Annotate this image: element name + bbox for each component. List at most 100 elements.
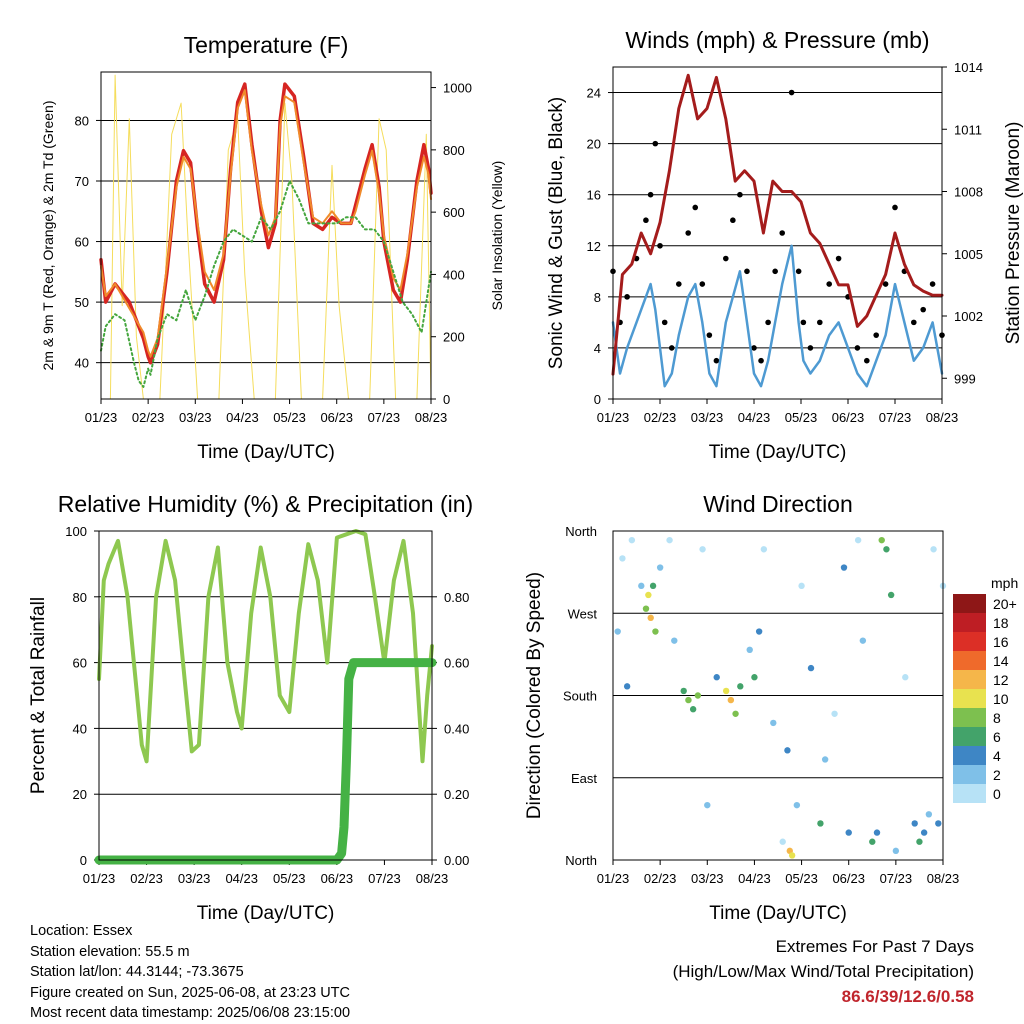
winds-x-tick-label: 06/23 [832, 410, 865, 425]
winds-gust-point [668, 345, 675, 351]
direction-direction-point [680, 687, 687, 695]
direction-direction-point [887, 591, 895, 599]
legend-swatch [953, 670, 986, 689]
temperature-y-tick-label: 80 [75, 113, 89, 128]
humidity-y2-tick-label: 0.00 [444, 853, 469, 868]
winds-y-tick-label: 4 [594, 341, 601, 356]
direction-direction-point [920, 829, 928, 836]
info-recent: Most recent data timestamp: 2025/06/08 2… [30, 1005, 351, 1021]
direction-direction-point [642, 605, 650, 612]
winds-gust-point [699, 281, 706, 287]
humidity-y-tick-label: 40 [73, 721, 87, 736]
temperature-x-tick-label: 05/23 [273, 410, 306, 425]
extremes-values: 86.6/39/12.6/0.58 [841, 987, 974, 1006]
info-latlon: Station lat/lon: 44.3144; -73.3675 [30, 964, 244, 980]
direction-direction-point [755, 628, 763, 635]
humidity-x-tick-label: 06/23 [321, 871, 354, 886]
humidity-y-tick-label: 60 [73, 656, 87, 671]
direction-y-tick-label: South [563, 689, 597, 704]
direction-direction-point [732, 710, 739, 717]
direction-y-tick-label: North [565, 524, 597, 539]
winds-gust-point [873, 332, 879, 338]
temperature-y2-tick-label: 400 [443, 267, 465, 282]
direction-direction-point [798, 582, 805, 590]
winds-y2-tick-label: 1005 [954, 247, 983, 262]
direction-direction-point [817, 820, 824, 827]
winds-y-tick-label: 24 [587, 86, 601, 101]
direction-direction-point [845, 829, 852, 836]
winds-gust-point [676, 281, 682, 287]
humidity-y2-tick-label: 0.20 [444, 787, 469, 802]
temperature-y2-tick-label: 0 [443, 392, 450, 407]
humidity-y2-tick-label: 0.40 [444, 721, 469, 736]
direction-direction-point [722, 687, 730, 695]
winds-gust-point [744, 268, 750, 275]
winds-gust-point [737, 191, 743, 198]
temperature-x-tick-label: 03/23 [179, 410, 212, 425]
direction-direction-point [902, 674, 909, 681]
legend-swatch [953, 594, 986, 613]
temperature-title: Temperature (F) [184, 32, 349, 58]
winds-x-tick-label: 01/23 [597, 410, 630, 425]
winds-x-tick-label: 05/23 [785, 410, 818, 425]
winds-y2-tick-label: 1011 [954, 122, 982, 137]
temperature-xlabel: Time (Day/UTC) [197, 442, 335, 463]
winds-x-tick-label: 08/23 [926, 410, 959, 425]
direction-direction-point [649, 582, 657, 590]
direction-direction-point [751, 674, 758, 681]
winds-gust-point [892, 204, 898, 211]
direction-direction-point [892, 847, 900, 855]
humidity-x-tick-label: 05/23 [273, 871, 306, 886]
legend-label: 16 [993, 634, 1009, 650]
direction-y-tick-label: North [565, 853, 597, 868]
direction-direction-point [784, 747, 791, 754]
winds-gust-point [751, 345, 757, 351]
winds-gust-point [772, 268, 778, 275]
direction-direction-point [930, 546, 937, 553]
winds-title: Winds (mph) & Pressure (mb) [625, 27, 929, 53]
winds-xlabel: Time (Day/UTC) [709, 442, 847, 463]
humidity-x-tick-label: 01/23 [83, 871, 116, 886]
direction-direction-point [666, 536, 673, 544]
winds-x-tick-label: 07/23 [879, 410, 912, 425]
info-created: Figure created on Sun, 2025-06-08, at 23… [30, 984, 350, 1001]
winds-gust-point [826, 281, 832, 287]
legend-label: 2 [993, 767, 1001, 783]
legend-swatch [953, 613, 986, 632]
temperature-y-tick-label: 40 [75, 356, 89, 371]
direction-direction-point [807, 664, 815, 672]
winds-frame [612, 66, 943, 400]
winds-gust-point [730, 217, 736, 224]
direction-direction-point [770, 719, 777, 727]
direction-direction-point [614, 628, 621, 635]
direction-direction-point [619, 555, 626, 562]
winds-gust-point [652, 140, 659, 147]
humidity-ylabel: Percent & Total Rainfall [28, 597, 49, 794]
humidity-title: Relative Humidity (%) & Precipitation (i… [58, 491, 473, 517]
direction-direction-point [788, 852, 796, 859]
direction-direction-point [671, 637, 678, 644]
direction-x-tick-label: 05/23 [785, 871, 818, 886]
humidity-frame [98, 530, 433, 861]
temperature-ylabel: 2m & 9m T (Red, Orange) & 2m Td (Green) [40, 101, 56, 371]
humidity-y-tick-label: 100 [65, 524, 87, 539]
humidity-y2-tick-label: 0.80 [444, 590, 469, 605]
winds-y-tick-label: 12 [587, 239, 601, 254]
humidity-x-tick-label: 07/23 [368, 871, 401, 886]
temperature-y2-tick-label: 600 [443, 205, 465, 220]
temperature-y2-tick-label: 200 [443, 330, 465, 345]
winds-series-line [611, 73, 944, 376]
humidity-series-line [97, 529, 434, 764]
direction-direction-point [793, 801, 801, 809]
winds-gust-point [692, 204, 699, 211]
direction-direction-point [859, 637, 867, 644]
winds-gust-point [911, 319, 917, 326]
humidity-y-tick-label: 0 [80, 853, 87, 868]
legend-swatch [953, 727, 986, 746]
winds-gust-point [706, 332, 713, 338]
legend-swatch [953, 689, 986, 708]
direction-direction-point [638, 582, 645, 590]
direction-title: Wind Direction [703, 491, 853, 517]
direction-direction-point [840, 564, 848, 571]
direction-x-tick-label: 01/23 [597, 871, 630, 886]
